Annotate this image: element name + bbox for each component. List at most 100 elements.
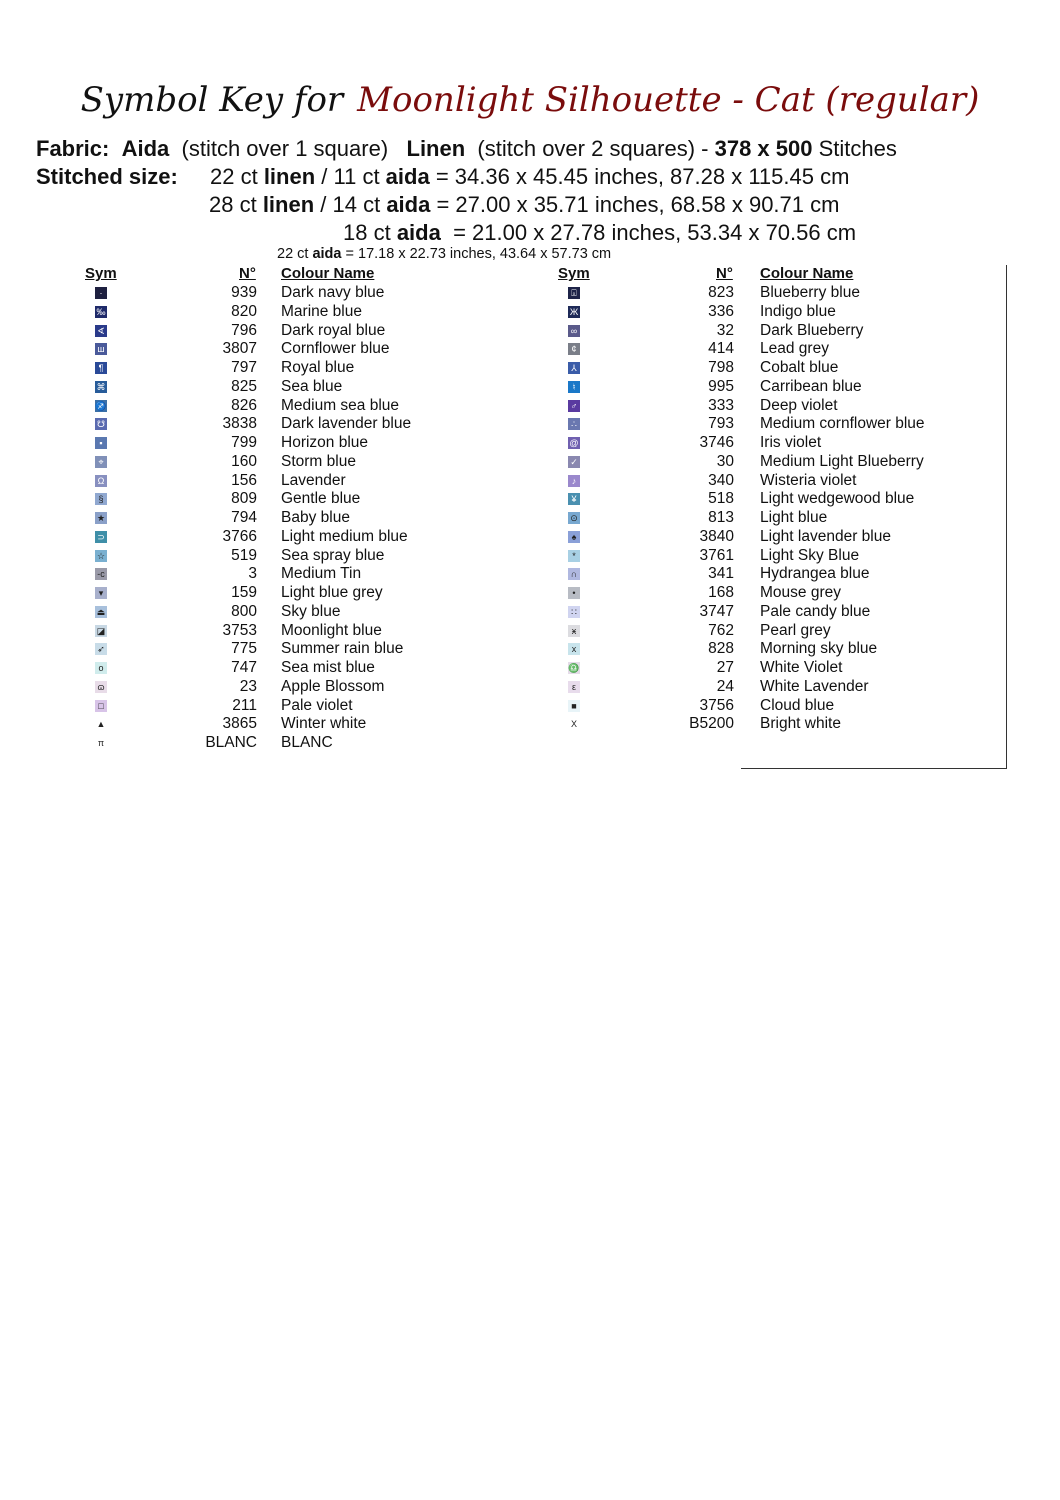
symbol-swatch: ∴ — [568, 418, 580, 431]
colour-name: Medium Tin — [281, 565, 362, 583]
colour-name: Storm blue — [281, 452, 356, 470]
thread-number: 518 — [708, 490, 734, 508]
colour-name: BLANC — [281, 734, 333, 751]
thread-number: 995 — [708, 377, 734, 395]
colour-name: Winter white — [281, 715, 367, 733]
symbol-swatch: ‰ — [95, 305, 107, 318]
thread-number: 156 — [231, 471, 257, 489]
symbol-swatch: ♠ — [568, 530, 580, 543]
thread-number: 3838 — [222, 415, 257, 433]
symbol-swatch: ♐ — [95, 399, 107, 412]
t: 28 ct — [209, 192, 263, 217]
symbol-swatch: · — [95, 287, 107, 299]
colour-name: Medium Light Blueberry — [760, 452, 924, 470]
symbol-swatch: X — [568, 718, 580, 731]
size-line-2: 28 ct linen / 14 ct aida = 27.00 x 35.71… — [209, 192, 839, 217]
thread-number: 3 — [248, 565, 257, 583]
symbol-swatch: ¥ — [568, 493, 580, 506]
aida-note: (stitch over 1 square) — [181, 136, 389, 161]
t: aida — [386, 192, 431, 217]
header-sym-left: Sym — [85, 265, 117, 282]
thread-number: 336 — [708, 302, 734, 320]
symbol-swatch: ⌘ — [95, 380, 107, 393]
colour-name: Light blue grey — [281, 584, 383, 601]
symbol-swatch: § — [95, 493, 107, 506]
colour-name: Dark Blueberry — [760, 321, 864, 339]
thread-number: 23 — [239, 677, 257, 695]
colour-name: Wisteria violet — [760, 471, 857, 489]
thread-number: 3766 — [222, 527, 257, 545]
symbol-swatch: ∷ — [568, 605, 580, 618]
symbol-swatch: Ж — [568, 305, 580, 318]
colour-name: Pale candy blue — [760, 602, 871, 620]
header-num-right: N° — [716, 265, 733, 282]
colour-name: Indigo blue — [760, 302, 836, 320]
symbol-swatch: @ — [568, 437, 580, 449]
thread-number: 794 — [231, 509, 257, 526]
colour-name: Dark royal blue — [281, 321, 386, 339]
colour-name: Summer rain blue — [281, 640, 404, 658]
colour-name: Light wedgewood blue — [760, 490, 915, 508]
colour-name: White Violet — [760, 659, 843, 676]
t: linen — [262, 192, 315, 217]
symbol-swatch: ⌻ — [568, 287, 580, 299]
symbol-swatch: ★ — [95, 512, 107, 524]
thread-number: 168 — [708, 584, 734, 601]
thread-number: 828 — [708, 640, 734, 658]
colour-name: Pearl grey — [760, 621, 831, 639]
colour-name: Hydrangea blue — [760, 565, 870, 583]
symbol-swatch: ♎ — [568, 662, 580, 674]
thread-number: 30 — [716, 452, 734, 470]
page-title: Symbol Key for Moonlight Silhouette - Cat… — [0, 78, 1060, 122]
size-line-4: 22 ct aida = 17.18 x 22.73 inches, 43.64… — [277, 246, 611, 263]
colour-name: Morning sky blue — [760, 640, 878, 658]
colour-name: Gentle blue — [281, 490, 361, 508]
linen-note: (stitch over 2 squares) - — [477, 136, 709, 161]
thread-number: 333 — [708, 396, 734, 414]
symbol-swatch: ⊙ — [568, 512, 580, 524]
symbol-swatch: x — [568, 643, 580, 656]
colour-name: Baby blue — [281, 509, 350, 526]
colour-name: Moonlight blue — [281, 621, 382, 639]
thread-number: 775 — [231, 640, 257, 658]
symbol-swatch: Ω — [95, 474, 107, 487]
thread-number: 826 — [231, 396, 257, 414]
t: aida — [396, 220, 441, 245]
colour-name: Pale violet — [281, 696, 353, 714]
thread-number: 211 — [232, 696, 257, 714]
colour-name: Carribean blue — [760, 377, 862, 395]
border-bottom — [741, 768, 1007, 769]
thread-number: 414 — [708, 340, 734, 358]
stitch-count: 378 x 500 — [714, 136, 813, 161]
colour-name: Light Sky Blue — [760, 546, 860, 564]
thread-number: 797 — [231, 359, 257, 376]
t: = 17.18 x 22.73 inches, 43.64 x 57.73 cm — [341, 246, 612, 262]
size-line-3: 18 ct aida = 21.00 x 27.78 inches, 53.34… — [343, 220, 856, 245]
t: 22 ct — [277, 246, 313, 262]
title-prefix: Symbol Key for — [80, 80, 344, 120]
fabric-line: Fabric: Aida (stitch over 1 square) Line… — [36, 136, 897, 161]
thread-number: 825 — [231, 377, 257, 395]
fabric-label: Fabric: — [36, 136, 110, 161]
stitches-label: Stitches — [818, 136, 897, 161]
pattern-name: Moonlight Silhouette - Cat (regular) — [357, 80, 980, 120]
thread-number: 809 — [231, 490, 257, 508]
symbol-swatch: □ — [95, 699, 107, 712]
symbol-swatch: ⌖ — [95, 455, 107, 468]
thread-number: 3756 — [699, 696, 734, 714]
fabric-linen: Linen — [406, 136, 466, 161]
t: 18 ct — [343, 220, 397, 245]
symbol-swatch: * — [568, 549, 580, 562]
thread-number: 3865 — [222, 715, 257, 733]
header-name-left: Colour Name — [281, 265, 375, 282]
symbol-swatch: ■ — [568, 699, 580, 712]
size-label: Stitched size: — [36, 164, 178, 189]
thread-number: B5200 — [689, 715, 734, 733]
symbol-swatch: ✓ — [568, 455, 580, 468]
symbol-swatch: π — [95, 737, 107, 749]
symbol-swatch: ⅄ — [568, 362, 580, 374]
size-label-text: Stitched size: — [36, 164, 178, 189]
colour-name: Cornflower blue — [281, 340, 390, 358]
header-sym-right: Sym — [558, 265, 590, 282]
